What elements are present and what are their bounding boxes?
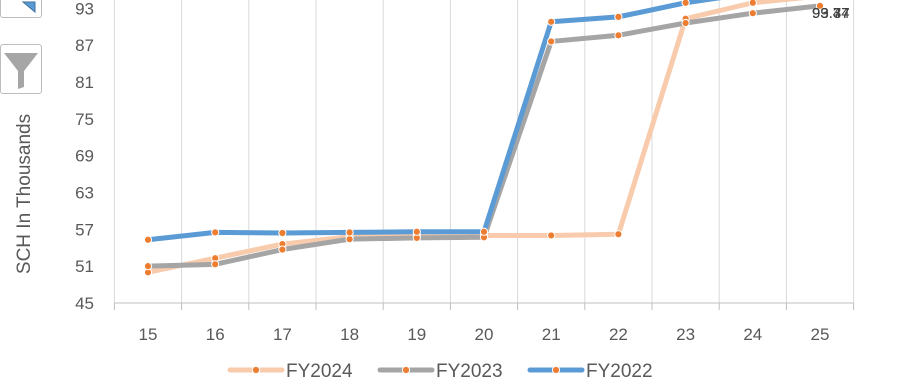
data-point — [278, 228, 287, 238]
x-tick-label: 23 — [676, 325, 695, 344]
data-point — [547, 37, 556, 46]
y-tick-label: 51 — [75, 257, 94, 276]
legend[interactable]: FY2024 FY2023 FY2022 — [227, 361, 653, 382]
x-tick-label: 19 — [407, 325, 426, 344]
y-axis-label: SCH In Thousands — [14, 114, 35, 274]
x-tick-label: 20 — [475, 325, 494, 344]
grid — [113, 0, 855, 303]
y-tick-label: 93 — [75, 0, 94, 18]
data-point — [681, 0, 690, 7]
y-tick-label: 87 — [75, 36, 94, 55]
data-point — [479, 227, 489, 236]
filter-icon[interactable] — [0, 44, 42, 94]
data-point — [748, 0, 757, 7]
data-point — [412, 227, 421, 236]
legend-marker — [551, 365, 561, 375]
data-point — [143, 262, 153, 271]
y-tick-label: 63 — [75, 183, 94, 202]
data-point — [815, 1, 825, 10]
x-tick-label: 16 — [206, 325, 225, 344]
x-tick-label: 17 — [273, 325, 292, 344]
end-value-label: 99.47 — [812, 5, 850, 22]
end-value-label: 93.37 — [812, 5, 850, 22]
y-tick-label: 69 — [75, 147, 94, 166]
data-point — [345, 235, 354, 244]
data-point — [278, 245, 287, 254]
y-tick-label: 75 — [75, 110, 94, 129]
legend-marker — [251, 365, 261, 375]
x-tick-label: 18 — [340, 325, 359, 344]
y-tick-label: 57 — [75, 220, 94, 239]
legend-label: FY2022 — [586, 361, 653, 382]
y-tick-label: 45 — [75, 294, 94, 313]
axes: 45 51 57 63 69 75 81 87 93 15 16 17 18 19 20 21 22 23 24 25 — [75, 0, 855, 344]
data-point — [345, 228, 354, 237]
data-point — [614, 230, 623, 239]
data-point — [143, 235, 153, 244]
data-point — [614, 31, 623, 40]
x-tick-label: 21 — [542, 325, 561, 344]
x-tick-label: 24 — [743, 325, 762, 344]
data-point — [748, 9, 757, 18]
data-point — [614, 12, 623, 21]
data-point — [547, 17, 556, 26]
legend-marker — [401, 365, 411, 375]
x-tick-label: 22 — [609, 325, 628, 344]
legend-label: FY2023 — [436, 361, 503, 382]
end-value-label: 93.74 — [812, 5, 850, 22]
series-group — [143, 0, 825, 277]
x-tick-label: 25 — [811, 325, 830, 344]
data-point — [547, 231, 556, 240]
legend-label: FY2024 — [286, 361, 353, 382]
y-tick-label: 81 — [75, 73, 94, 92]
x-tick-label: 15 — [139, 325, 158, 344]
chart-icon[interactable] — [0, 0, 42, 18]
data-point — [681, 18, 690, 28]
data-point — [211, 228, 220, 237]
data-point — [211, 260, 220, 269]
